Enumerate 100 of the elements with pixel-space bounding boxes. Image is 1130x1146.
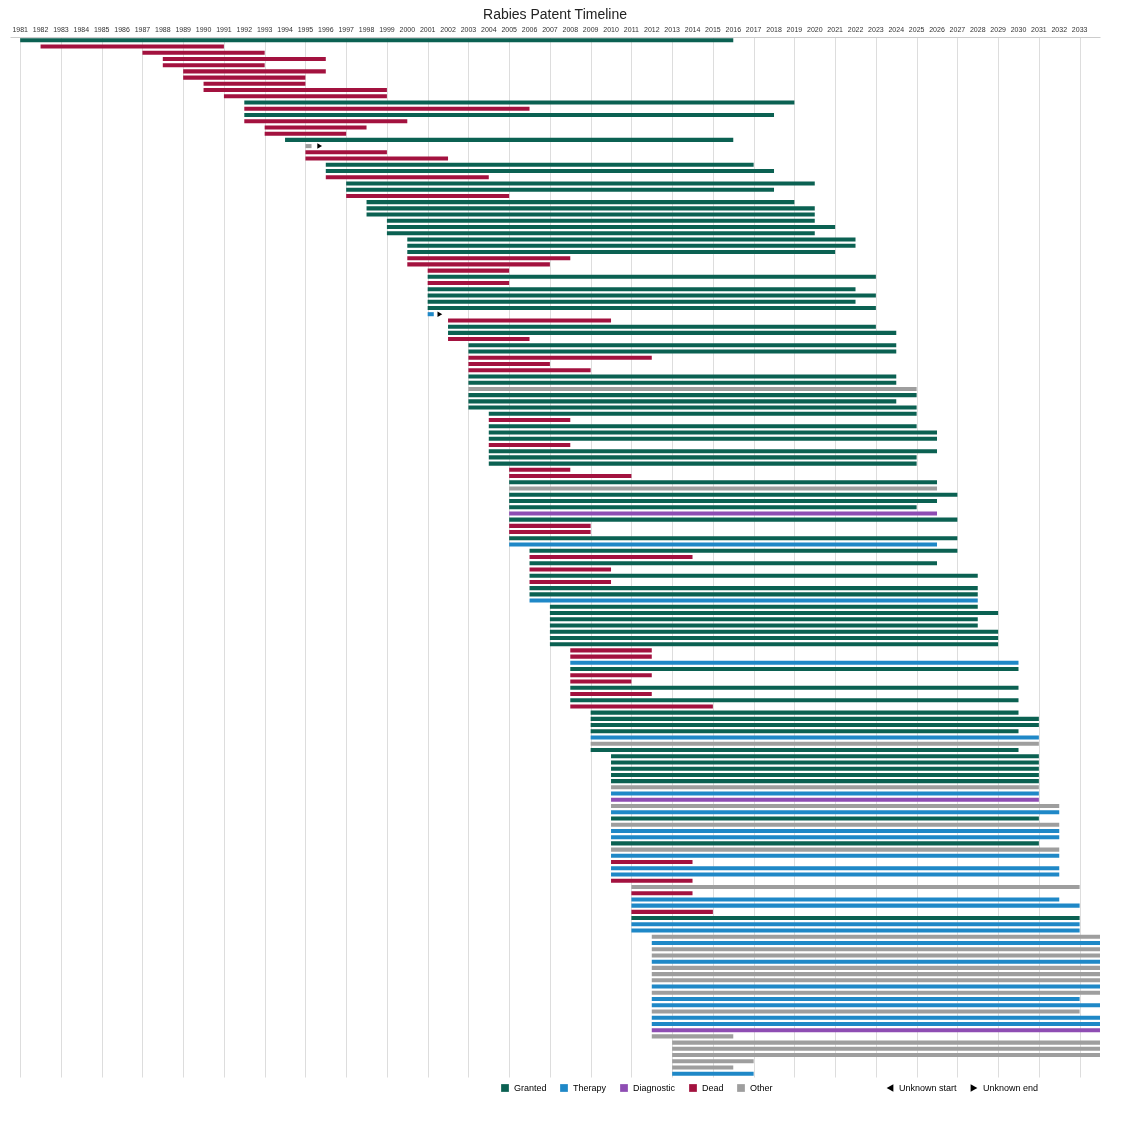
bar (427, 268, 510, 273)
bar (20, 38, 734, 43)
bar (672, 1059, 754, 1064)
bar (325, 168, 775, 174)
bar (305, 150, 387, 155)
legend-label: Dead (702, 1083, 724, 1093)
bar (529, 573, 978, 578)
bar (651, 1003, 1100, 1008)
bar (509, 467, 571, 472)
bar (529, 567, 612, 572)
bar (651, 947, 1100, 952)
bar (611, 779, 1039, 784)
bar (529, 586, 978, 591)
bar (611, 828, 1060, 833)
bar (651, 934, 1100, 939)
bar (427, 287, 856, 292)
bar (611, 853, 1060, 858)
bar (611, 866, 1060, 871)
bar (651, 978, 1100, 983)
bar (570, 704, 713, 709)
bar (672, 1053, 1100, 1058)
bar (407, 262, 550, 267)
chart-title: Rabies Patent Timeline (483, 6, 628, 22)
bar (162, 56, 326, 61)
bar (651, 965, 1100, 970)
bar (590, 735, 1039, 740)
bar (631, 884, 1080, 889)
bar (509, 536, 958, 541)
bar (468, 399, 897, 404)
bar (590, 729, 1019, 734)
bar (244, 119, 408, 124)
bar (611, 822, 1060, 827)
bar (244, 106, 530, 111)
bar (549, 629, 999, 634)
bar (672, 1071, 754, 1076)
bar (468, 368, 591, 373)
bar (672, 1065, 734, 1070)
bar (570, 679, 632, 684)
bar (611, 878, 693, 883)
bar (509, 486, 938, 491)
bar (611, 816, 1039, 821)
bar (183, 69, 326, 74)
bar (590, 741, 1039, 746)
bar (407, 256, 571, 261)
bar (611, 772, 1039, 777)
bar (386, 225, 836, 230)
bar (407, 237, 856, 242)
bar (244, 112, 775, 117)
bar (264, 131, 347, 136)
bar (651, 1009, 1080, 1014)
bar (611, 791, 1039, 796)
bar (672, 1040, 1100, 1045)
bar (509, 505, 917, 510)
bar (611, 797, 1039, 802)
bar (651, 1034, 734, 1039)
bar (651, 1028, 1100, 1033)
bar (448, 337, 530, 342)
bar (611, 785, 1039, 790)
bar (529, 598, 978, 603)
bar (651, 953, 1100, 958)
bar (346, 193, 510, 198)
bar (203, 88, 387, 93)
bar (448, 330, 897, 335)
bar (651, 1021, 1100, 1026)
bar (570, 698, 1019, 703)
bar (468, 349, 897, 354)
bar (488, 418, 571, 423)
bar (468, 380, 897, 385)
bar (529, 579, 612, 584)
bar (468, 405, 917, 410)
bar (651, 1015, 1100, 1020)
bar (427, 293, 876, 298)
bar (509, 517, 958, 522)
bar (468, 343, 897, 348)
bar (529, 561, 938, 566)
bar (590, 723, 1039, 728)
bar (509, 530, 591, 535)
bar (407, 243, 856, 248)
bar (427, 274, 876, 279)
bar (509, 480, 938, 485)
bar (468, 386, 917, 391)
bar (509, 511, 938, 516)
bar (468, 374, 897, 379)
bar (203, 81, 306, 86)
bar (427, 305, 876, 310)
bar (611, 860, 693, 865)
bar (488, 424, 917, 429)
bar (386, 218, 815, 223)
bar (611, 804, 1060, 809)
bar (611, 841, 1039, 846)
bar (549, 617, 978, 622)
legend-label: Granted (514, 1083, 547, 1093)
bar (244, 100, 795, 105)
bar (611, 760, 1039, 765)
bar (142, 50, 265, 55)
bar (468, 393, 917, 398)
legend-label: Other (750, 1083, 773, 1093)
bar (488, 449, 938, 454)
bar (529, 592, 978, 597)
bar (366, 206, 815, 211)
